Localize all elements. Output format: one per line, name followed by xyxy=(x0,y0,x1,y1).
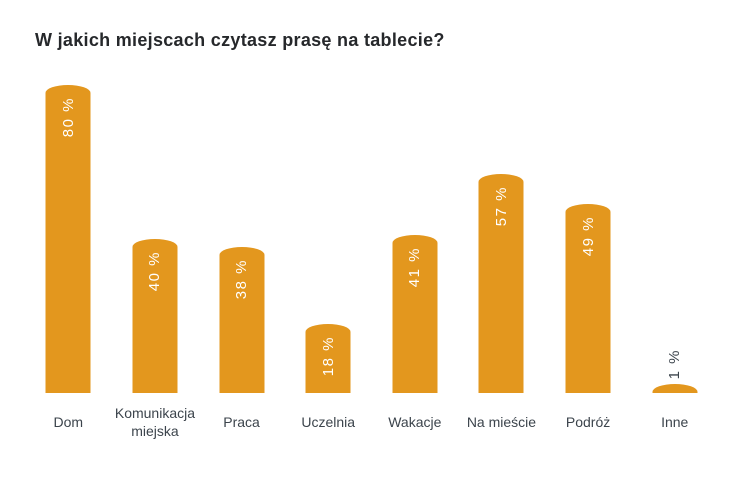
category-label: Dom xyxy=(53,413,84,430)
bar-column-podróż: 49 % Podróż xyxy=(545,75,632,430)
bar-column-inne: 1 % Inne xyxy=(631,75,718,430)
bar-column-wakacje: 41 % Wakacje xyxy=(372,75,459,430)
bar-column-komunikacja-miejska: 40 % Komunikacja miejska xyxy=(112,75,199,439)
category-label: Na mieście xyxy=(466,413,537,430)
category-label: Komunikacja miejska xyxy=(114,404,196,439)
bar-komunikacja-miejska: 40 % xyxy=(132,239,178,393)
bar-value-label: 80 % xyxy=(59,97,77,138)
bar-praca: 38 % xyxy=(219,246,265,393)
bar-dom: 80 % xyxy=(45,85,91,393)
category-label: Podróż xyxy=(565,413,611,430)
bar-value-label: 38 % xyxy=(233,258,251,299)
bar-wakacje: 41 % xyxy=(392,235,438,393)
bar-value-label: 40 % xyxy=(146,251,164,292)
category-label: Praca xyxy=(223,413,260,430)
bar-na-mieście: 57 % xyxy=(478,173,524,393)
bar-column-praca: 38 % Praca xyxy=(198,75,285,430)
bar-column-uczelnia: 18 % Uczelnia xyxy=(285,75,372,430)
bar-value-label: 57 % xyxy=(492,185,510,226)
category-label: Inne xyxy=(661,413,689,430)
bar-value-label: 18 % xyxy=(319,335,337,376)
bar-inne: 1 % xyxy=(652,349,698,393)
bar-value-label: 49 % xyxy=(579,216,597,257)
bars-row: 80 % Dom 40 % Komunikacja miejska 38 % Praca 1… xyxy=(25,75,718,439)
bar-column-dom: 80 % Dom xyxy=(25,75,112,430)
bar-value-label: 1 % xyxy=(666,348,684,379)
bar-value-label: 41 % xyxy=(406,247,424,288)
bar-column-na-mieście: 57 % Na mieście xyxy=(458,75,545,430)
bar-uczelnia: 18 % xyxy=(305,323,351,393)
chart-title: W jakich miejscach czytasz prasę na tabl… xyxy=(35,30,445,50)
bar-podróż: 49 % xyxy=(565,204,611,393)
category-label: Wakacje xyxy=(388,413,442,430)
category-label: Uczelnia xyxy=(301,413,356,430)
